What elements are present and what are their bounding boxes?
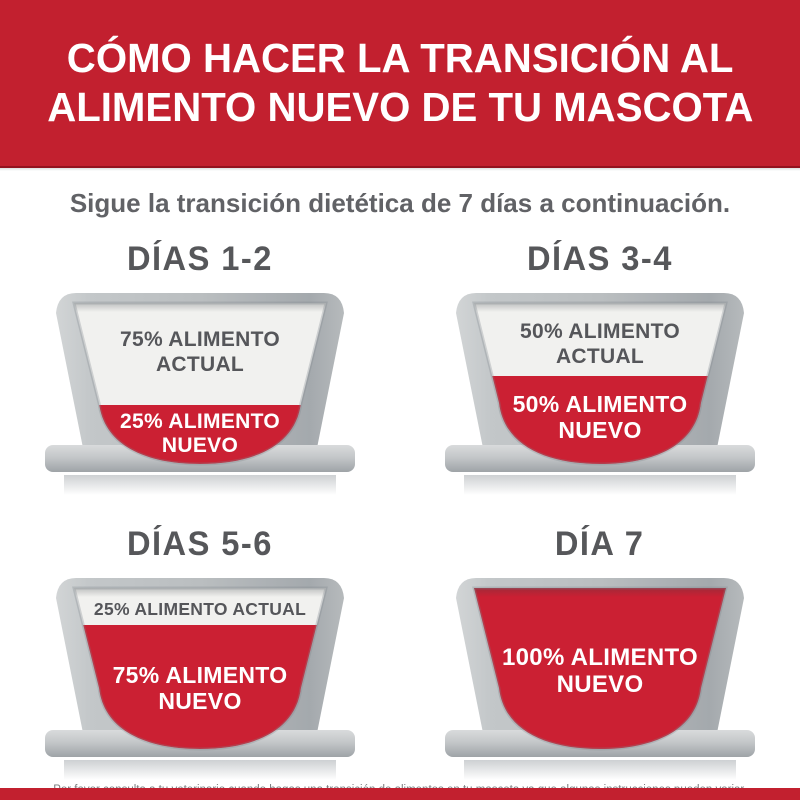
food-bowl-graphic: 75% ALIMENTO ACTUAL 25% ALIMENTO NUEVO [40, 283, 360, 495]
bowl-rim-shade [474, 588, 726, 597]
current-food-label: 50% ALIMENTO ACTUAL [520, 320, 680, 368]
bowl-illustration [45, 578, 355, 780]
bowl-interior-edge [472, 301, 728, 466]
bowl-floor-shadow [64, 760, 336, 780]
subtitle-text: Sigue la transición dietética de 7 días … [69, 188, 731, 218]
new-food-label: 50% ALIMENTO NUEVO [512, 391, 688, 443]
bowl-illustration [445, 578, 755, 780]
header-banner: CÓMO HACER LA TRANSICIÓN AL ALIMENTO NUE… [0, 0, 800, 168]
header-title-line2: ALIMENTO NUEVO DE TU MASCOTA [46, 84, 754, 130]
food-bowl-graphic: 100% ALIMENTO NUEVO [440, 568, 760, 780]
current-food-label: 75% ALIMENTO ACTUAL [120, 328, 280, 376]
bowl-interior-new [474, 588, 726, 749]
bowl-rim-shade [74, 588, 326, 597]
bottom-accent-bar [0, 788, 800, 800]
transition-grid: DÍAS 1-2 75% ALIMENTO ACTUAL 25% ALIMENT… [0, 232, 800, 780]
day-cell-3-4: DÍAS 3-4 50% ALIMENTO ACTUAL 50% ALIMENT… [400, 232, 800, 495]
new-food-label: 75% ALIMENTO NUEVO [112, 662, 288, 714]
day-title: DÍAS 5-6 [127, 525, 273, 563]
header-title-line1: CÓMO HACER LA TRANSICIÓN AL [66, 35, 734, 81]
day-cell-5-6: DÍAS 5-6 25% ALIMENTO ACTUAL 75% ALIMENT [0, 517, 400, 780]
header-divider [0, 168, 800, 171]
bowl-floor-shadow [464, 760, 736, 780]
day-cell-1-2: DÍAS 1-2 75% ALIMENTO ACTUAL 25% ALIMENT… [0, 232, 400, 495]
bowl-rim-shade [74, 303, 326, 312]
food-bowl-graphic: 50% ALIMENTO ACTUAL 50% ALIMENTO NUEVO [440, 283, 760, 495]
bowl-illustration [45, 293, 355, 495]
day-title: DÍA 7 [555, 525, 645, 563]
day-title: DÍAS 3-4 [527, 240, 673, 278]
day-title: DÍAS 1-2 [127, 240, 273, 278]
new-food-label: 100% ALIMENTO NUEVO [502, 644, 698, 698]
bowl-rim-shade [474, 303, 726, 312]
bowl-interior-edge [472, 586, 728, 751]
new-food-label: 25% ALIMENTO NUEVO [120, 410, 280, 457]
bowl-interior-edge [72, 586, 328, 751]
bowl-illustration [445, 293, 755, 495]
bowl-floor-shadow [464, 475, 736, 495]
food-bowl-graphic: 25% ALIMENTO ACTUAL 75% ALIMENTO NUEVO [40, 568, 360, 780]
day-cell-7: DÍA 7 100% ALIMENTO NUEVO [400, 517, 800, 780]
bowl-floor-shadow [64, 475, 336, 495]
current-food-label: 25% ALIMENTO ACTUAL [93, 599, 307, 619]
bowl-interior-edge [72, 301, 328, 466]
